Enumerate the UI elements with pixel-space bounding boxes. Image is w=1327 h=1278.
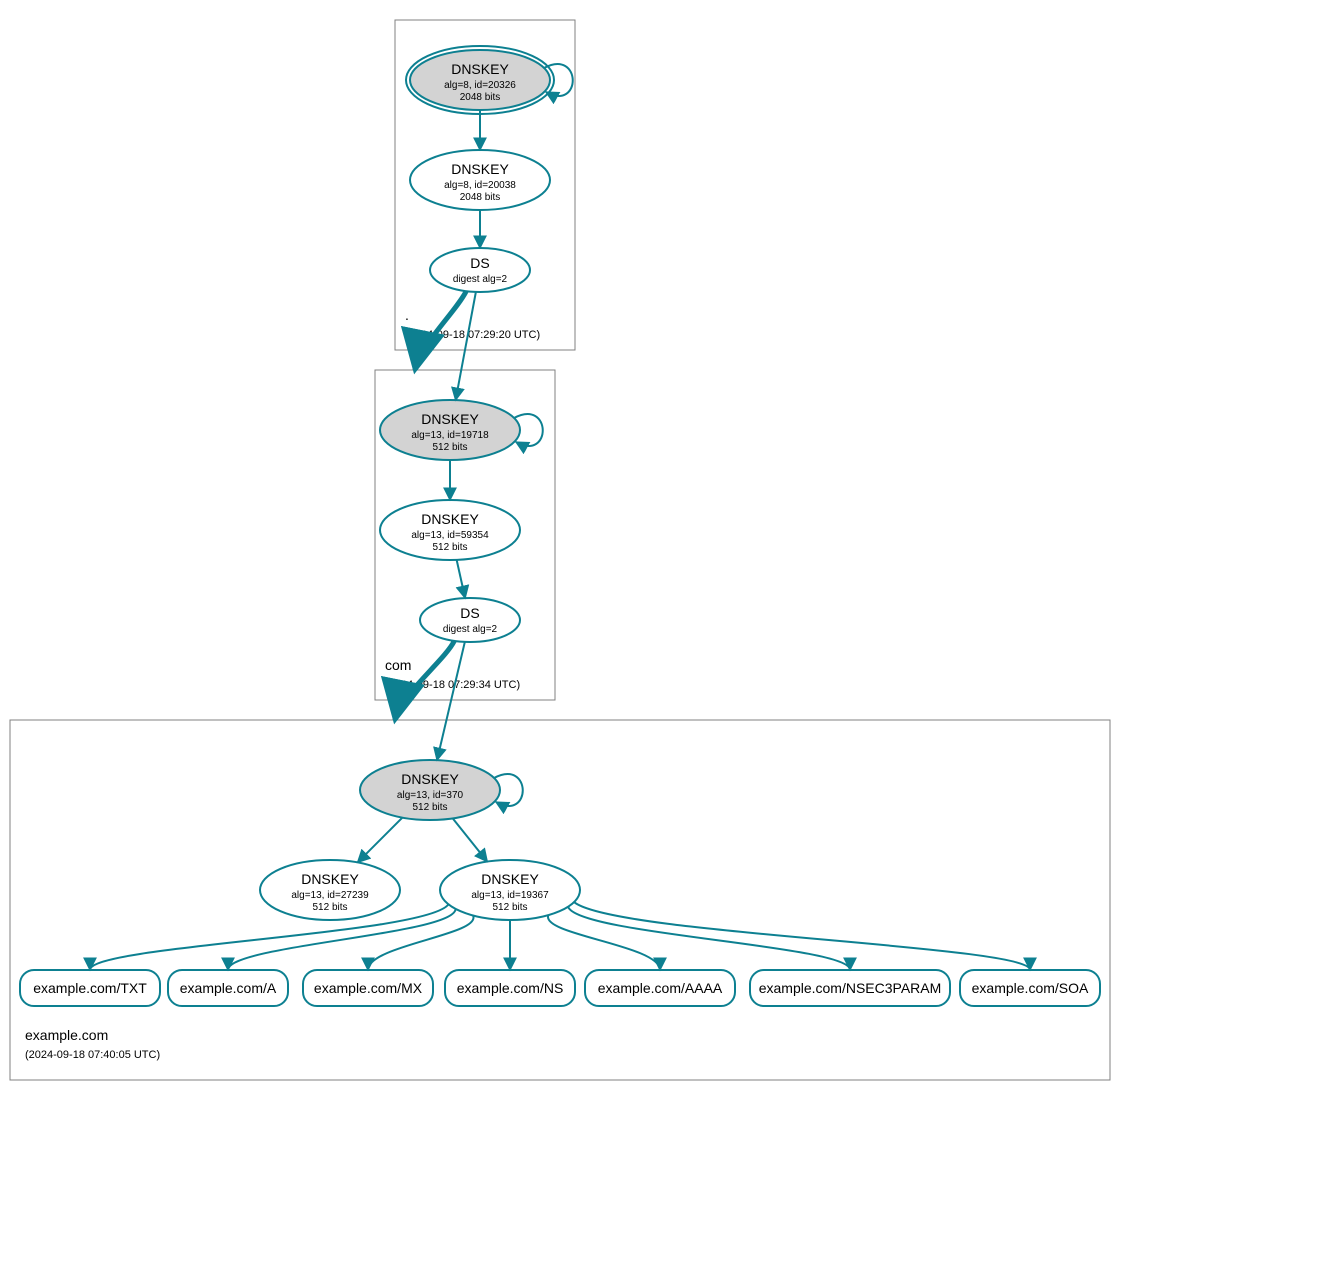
dnssec-chain-diagram: DNSKEYalg=8, id=203262048 bitsDNSKEYalg=…: [0, 0, 1327, 1278]
node-detail: alg=13, id=27239: [291, 890, 369, 901]
edge: [457, 560, 465, 598]
node-title: DNSKEY: [401, 771, 459, 787]
node-detail: 512 bits: [412, 802, 447, 813]
rec-a: example.com/A: [168, 970, 288, 1006]
rec-mx: example.com/MX: [303, 970, 433, 1006]
com-zsk: DNSKEY alg=13, id=59354512 bits: [380, 500, 520, 560]
edge: [90, 904, 449, 970]
node-title: DNSKEY: [481, 871, 539, 887]
record-label: example.com/NS: [457, 980, 564, 996]
edge: [456, 292, 476, 400]
record-label: example.com/MX: [314, 980, 423, 996]
node-detail: digest alg=2: [453, 274, 508, 285]
node-detail: 512 bits: [432, 442, 467, 453]
com-ds: DS digest alg=2: [420, 598, 520, 642]
node-title: DNSKEY: [451, 61, 509, 77]
zone-label: example.com: [25, 1027, 108, 1043]
rec-soa: example.com/SOA: [960, 970, 1100, 1006]
edge: [453, 818, 488, 861]
rec-ns: example.com/NS: [445, 970, 575, 1006]
node-detail: alg=13, id=19718: [411, 430, 489, 441]
record-label: example.com/SOA: [972, 980, 1089, 996]
record-label: example.com/A: [180, 980, 277, 996]
zone-example: DNSKEYalg=13, id=370512 bitsDNSKEYalg=13…: [10, 720, 1110, 1080]
node-detail: alg=13, id=370: [397, 790, 464, 801]
node-title: DNSKEY: [451, 161, 509, 177]
ex-zsk2: DNSKEY alg=13, id=19367512 bits: [440, 860, 580, 920]
node-title: DS: [460, 605, 479, 621]
rec-aaaa: example.com/AAAA: [585, 970, 735, 1006]
record-label: example.com/TXT: [33, 980, 147, 996]
root-zsk: DNSKEY alg=8, id=200382048 bits: [410, 150, 550, 210]
node-detail: alg=8, id=20038: [444, 180, 516, 191]
node-detail: alg=13, id=19367: [471, 890, 549, 901]
node-detail: 512 bits: [492, 902, 527, 913]
com-ksk: DNSKEY alg=13, id=19718512 bits: [380, 400, 520, 460]
zone-label: .: [405, 307, 409, 323]
node-title: DS: [470, 255, 489, 271]
rec-nsec3: example.com/NSEC3PARAM: [750, 970, 950, 1006]
ex-zsk1: DNSKEY alg=13, id=27239512 bits: [260, 860, 400, 920]
edge: [574, 902, 1030, 970]
node-detail: 2048 bits: [460, 92, 501, 103]
node-detail: 2048 bits: [460, 192, 501, 203]
node-detail: alg=13, id=59354: [411, 530, 489, 541]
node-title: DNSKEY: [421, 411, 479, 427]
node-detail: digest alg=2: [443, 624, 498, 635]
zone-root: DNSKEYalg=8, id=203262048 bitsDNSKEYalg=…: [395, 20, 575, 350]
zone-timestamp: (2024-09-18 07:29:20 UTC): [405, 329, 540, 341]
node-title: DNSKEY: [301, 871, 359, 887]
node-title: DNSKEY: [421, 511, 479, 527]
zone-timestamp: (2024-09-18 07:40:05 UTC): [25, 1049, 160, 1061]
ex-ksk: DNSKEY alg=13, id=370512 bits: [360, 760, 500, 820]
rec-txt: example.com/TXT: [20, 970, 160, 1006]
edge: [358, 818, 403, 863]
node-detail: 512 bits: [312, 902, 347, 913]
root-ds: DS digest alg=2: [430, 248, 530, 292]
record-label: example.com/AAAA: [598, 980, 723, 996]
node-detail: 512 bits: [432, 542, 467, 553]
root-ksk: DNSKEY alg=8, id=203262048 bits: [406, 46, 554, 114]
node-detail: alg=8, id=20326: [444, 80, 516, 91]
zone-com: DNSKEYalg=13, id=19718512 bitsDNSKEYalg=…: [375, 370, 555, 700]
zone-timestamp: (2024-09-18 07:29:34 UTC): [385, 679, 520, 691]
record-label: example.com/NSEC3PARAM: [759, 980, 942, 996]
zone-label: com: [385, 657, 411, 673]
